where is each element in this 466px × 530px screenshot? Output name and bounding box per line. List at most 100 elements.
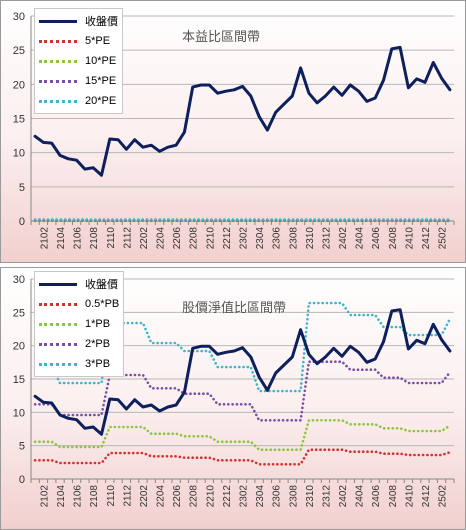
legend-item: 2*PB bbox=[39, 334, 119, 354]
x-tick-label: 2104 bbox=[56, 485, 67, 508]
x-tick-label: 2304 bbox=[255, 485, 266, 508]
y-tick-label: 30 bbox=[13, 274, 25, 286]
legend-item: 3*PB bbox=[39, 354, 119, 374]
x-tick-label: 2208 bbox=[189, 227, 200, 250]
legend-label: 5*PE bbox=[85, 35, 111, 47]
y-tick-label: 5 bbox=[19, 182, 25, 194]
y-tick-label: 30 bbox=[13, 11, 25, 23]
y-tick-label: 10 bbox=[13, 148, 25, 160]
x-tick-label: 2306 bbox=[272, 485, 283, 508]
y-tick-label: 15 bbox=[13, 374, 25, 386]
x-tick-label: 2210 bbox=[205, 485, 216, 508]
series-line bbox=[33, 301, 452, 393]
y-tick-label: 0 bbox=[19, 216, 25, 228]
chart-title: 股價淨值比區間帶 bbox=[182, 300, 287, 315]
legend-item: 10*PE bbox=[39, 51, 118, 71]
x-tick-label: 2406 bbox=[371, 485, 382, 508]
x-tick-label: 2106 bbox=[73, 485, 84, 508]
series-line bbox=[33, 448, 452, 466]
x-tick-label: 2106 bbox=[73, 227, 84, 250]
y-tick-label: 20 bbox=[13, 341, 25, 353]
x-tick-label: 2502 bbox=[438, 227, 449, 250]
series-line bbox=[33, 308, 452, 436]
legend-label: 收盤價 bbox=[85, 16, 118, 28]
x-tick-label: 2408 bbox=[388, 485, 399, 508]
legend: 收盤價 0.5*PB 1*PB 2*PB 3*PB bbox=[34, 271, 125, 377]
legend: 收盤價 5*PE 10*PE 15*PE 20*PE bbox=[34, 8, 123, 114]
x-tick-label: 2110 bbox=[106, 227, 117, 249]
legend-item: 20*PE bbox=[39, 91, 118, 111]
x-tick-label: 2212 bbox=[222, 485, 233, 508]
legend-swatch bbox=[39, 59, 77, 63]
x-tick-label: 2112 bbox=[122, 485, 133, 507]
series-line bbox=[33, 45, 452, 177]
legend-swatch bbox=[39, 19, 77, 23]
x-tick-label: 2312 bbox=[321, 227, 332, 250]
legend-label: 2*PB bbox=[85, 338, 111, 350]
x-tick-label: 2208 bbox=[189, 485, 200, 508]
y-tick-label: 25 bbox=[13, 307, 25, 319]
x-tick-label: 2206 bbox=[172, 485, 183, 508]
pe-band-chart: 0 5 10 15 20 25 30 2102 2104 2106 2108 2110 2112 2202… bbox=[0, 0, 466, 263]
x-tick-label: 2412 bbox=[421, 227, 432, 250]
y-tick-label: 25 bbox=[13, 45, 25, 57]
legend-label: 1*PB bbox=[85, 318, 111, 330]
x-tick-label: 2110 bbox=[106, 485, 117, 507]
y-tick-label: 10 bbox=[13, 407, 25, 419]
x-tick-label: 2402 bbox=[338, 227, 349, 250]
x-tick-label: 2312 bbox=[321, 485, 332, 508]
x-tick-label: 2408 bbox=[388, 227, 399, 250]
legend-item: 收盤價 bbox=[39, 274, 119, 294]
legend-label: 15*PE bbox=[85, 75, 117, 87]
x-tick-label: 2402 bbox=[338, 485, 349, 508]
legend-swatch bbox=[39, 322, 77, 326]
x-tick-label: 2502 bbox=[438, 485, 449, 508]
legend-swatch bbox=[39, 342, 77, 346]
x-tick-label: 2112 bbox=[122, 227, 133, 249]
legend-label: 20*PE bbox=[85, 95, 117, 107]
legend-item: 1*PB bbox=[39, 314, 119, 334]
x-tick-label: 2202 bbox=[139, 227, 150, 250]
legend-swatch bbox=[39, 362, 77, 366]
x-tick-label: 2308 bbox=[288, 227, 299, 250]
x-tick-label: 2212 bbox=[222, 227, 233, 250]
x-tick-label: 2306 bbox=[272, 227, 283, 250]
x-tick-label: 2310 bbox=[305, 485, 316, 508]
x-tick-label: 2410 bbox=[404, 485, 415, 508]
legend-label: 收盤價 bbox=[85, 279, 118, 291]
legend-swatch bbox=[39, 302, 77, 306]
x-tick-label: 2204 bbox=[156, 227, 167, 250]
y-tick-label: 20 bbox=[13, 79, 25, 91]
legend-swatch bbox=[39, 99, 77, 103]
x-tick-label: 2404 bbox=[355, 227, 366, 250]
legend-swatch bbox=[39, 39, 77, 43]
series-line bbox=[33, 360, 452, 422]
x-tick-label: 2108 bbox=[89, 227, 100, 250]
chart-title: 本益比區間帶 bbox=[182, 29, 261, 44]
legend-swatch bbox=[39, 282, 77, 286]
x-tick-label: 2302 bbox=[239, 485, 250, 508]
legend-swatch bbox=[39, 79, 77, 83]
x-tick-label: 2304 bbox=[255, 227, 266, 250]
x-tick-label: 2302 bbox=[239, 227, 250, 250]
x-tick-label: 2412 bbox=[421, 485, 432, 508]
x-tick-label: 2410 bbox=[404, 227, 415, 250]
x-tick-label: 2104 bbox=[56, 227, 67, 250]
legend-label: 0.5*PB bbox=[85, 298, 120, 310]
x-tick-label: 2404 bbox=[355, 485, 366, 508]
series-line bbox=[33, 419, 452, 451]
x-tick-label: 2202 bbox=[139, 485, 150, 508]
legend-label: 10*PE bbox=[85, 55, 117, 67]
x-tick-label: 2308 bbox=[288, 485, 299, 508]
y-tick-label: 15 bbox=[13, 114, 25, 126]
legend-label: 3*PB bbox=[85, 358, 111, 370]
x-tick-label: 2210 bbox=[205, 227, 216, 250]
x-tick-label: 2102 bbox=[39, 227, 50, 250]
x-tick-label: 2108 bbox=[89, 485, 100, 508]
legend-item: 5*PE bbox=[39, 31, 118, 51]
x-tick-label: 2102 bbox=[39, 485, 50, 508]
x-tick-label: 2310 bbox=[305, 227, 316, 250]
x-tick-label: 2406 bbox=[371, 227, 382, 250]
y-tick-label: 0 bbox=[19, 474, 25, 486]
x-tick-label: 2206 bbox=[172, 227, 183, 250]
